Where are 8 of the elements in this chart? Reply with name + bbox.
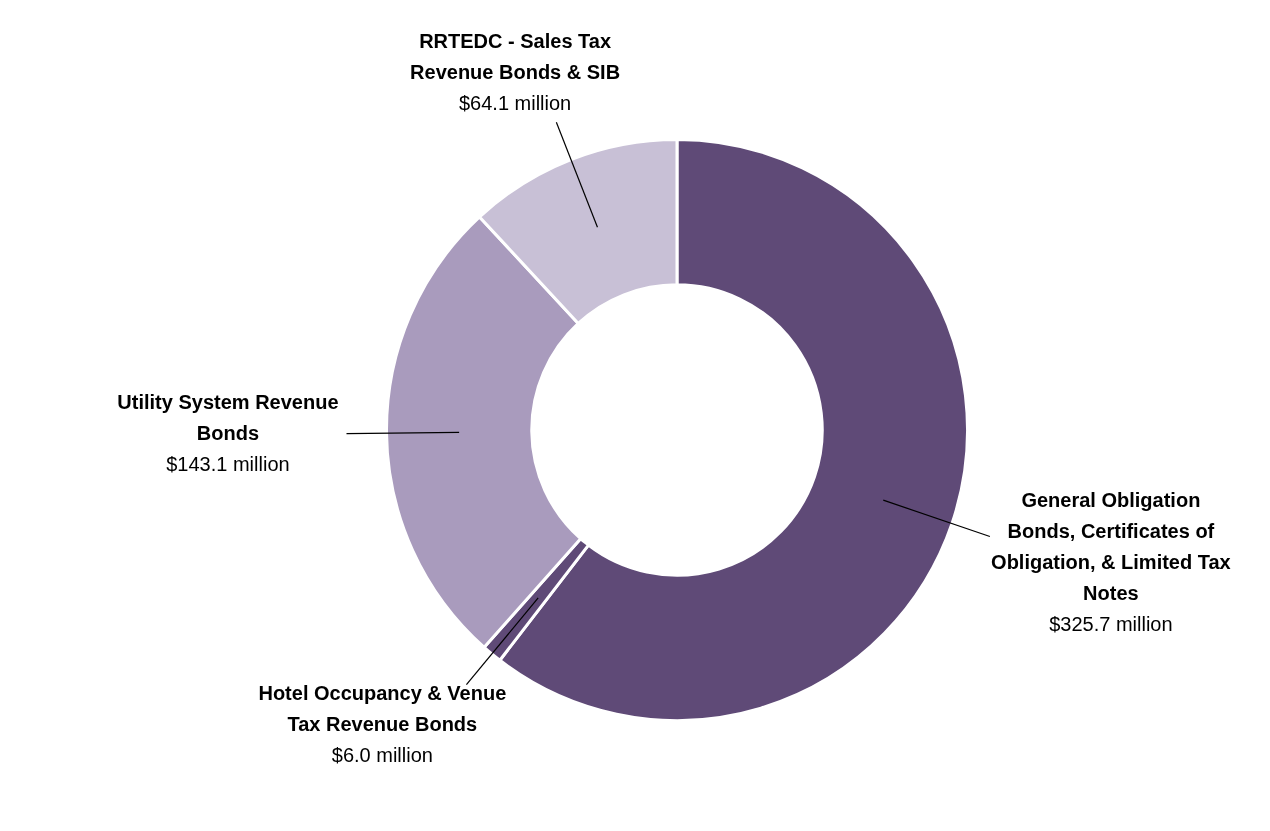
slice-label: Hotel Occupancy & Venue Tax Revenue Bonds	[258, 681, 507, 735]
data-label: $143.1 million	[166, 452, 290, 475]
slice-label: Utility System Revenue Bonds	[117, 390, 339, 444]
slice-label: General Obligation Bonds, Certificates of Obligation, & Limited Tax Notes	[991, 488, 1231, 604]
slice-label: RRTEDC - Sales Tax Revenue Bonds & SIB	[410, 29, 621, 83]
data-label: $64.1 million	[458, 91, 572, 114]
data-label: $6.0 million	[331, 743, 433, 766]
data-label: $325.7 million	[1049, 612, 1173, 635]
